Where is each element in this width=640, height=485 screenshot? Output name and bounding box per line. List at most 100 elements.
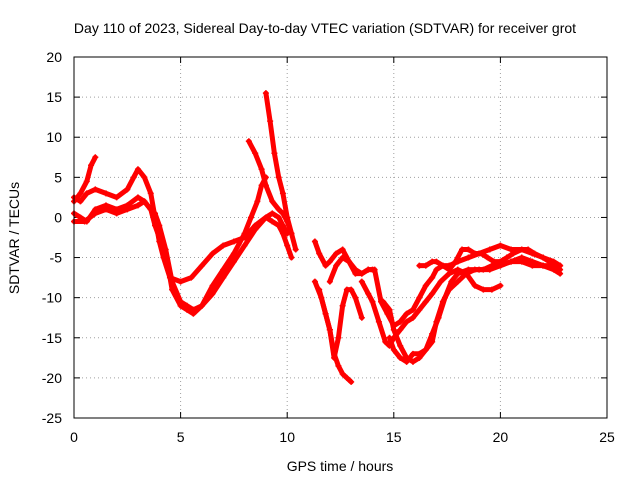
x-tick-label: 0 (70, 429, 78, 445)
data-point (358, 314, 365, 321)
data-point (311, 238, 318, 245)
data-point (81, 218, 88, 225)
data-point (339, 246, 346, 253)
data-point (335, 362, 342, 369)
data-point (284, 214, 291, 221)
data-point (322, 262, 329, 269)
data-point (433, 318, 440, 325)
data-point (83, 190, 90, 197)
data-point (333, 262, 340, 269)
series-arc-1 (71, 154, 99, 205)
data-point (220, 242, 227, 249)
gridlines (74, 57, 607, 418)
data-point (241, 242, 248, 249)
data-point (198, 262, 205, 269)
series-line (71, 174, 269, 317)
data-point (488, 286, 495, 293)
y-tick-label: 10 (46, 129, 62, 145)
data-point (230, 258, 237, 265)
data-point (183, 306, 190, 313)
data-point (478, 250, 485, 257)
data-point (275, 214, 282, 221)
data-point (102, 206, 109, 213)
series-arc-9 (316, 286, 355, 385)
data-point (147, 206, 154, 213)
data-point (284, 242, 291, 249)
data-point (540, 254, 547, 261)
series-arc-11 (358, 266, 504, 349)
data-point (134, 166, 141, 173)
data-point (433, 266, 440, 273)
data-point (245, 138, 252, 145)
data-point (209, 282, 216, 289)
chart-title: Day 110 of 2023, Sidereal Day-to-day VTE… (74, 20, 576, 36)
x-tick-label: 20 (493, 429, 509, 445)
data-point (510, 250, 517, 257)
data-point (371, 266, 378, 273)
data-point (365, 290, 372, 297)
data-point (83, 178, 90, 185)
data-point (124, 186, 131, 193)
data-point (531, 250, 538, 257)
data-point (316, 250, 323, 257)
data-point (348, 378, 355, 385)
data-point (331, 350, 338, 357)
data-point (124, 206, 131, 213)
data-point (188, 274, 195, 281)
data-point (156, 234, 163, 241)
series-arc-14 (416, 246, 564, 273)
data-point (262, 214, 269, 221)
data-point (480, 286, 487, 293)
data-point (380, 298, 387, 305)
data-point (326, 278, 333, 285)
data-point (390, 346, 397, 353)
data-point (422, 346, 429, 353)
data-point (102, 190, 109, 197)
data-point (508, 258, 515, 265)
data-point (241, 230, 248, 237)
x-tick-label: 10 (279, 429, 295, 445)
data-point (348, 286, 355, 293)
data-point (422, 262, 429, 269)
data-point (275, 174, 282, 181)
data-point (397, 326, 404, 333)
data-point (397, 354, 404, 361)
data-point (326, 326, 333, 333)
data-point (326, 258, 333, 265)
data-point (258, 166, 265, 173)
data-point (416, 294, 423, 301)
data-point (190, 310, 197, 317)
data-point (262, 182, 269, 189)
data-point (429, 290, 436, 297)
data-point (339, 254, 346, 261)
y-tick-label: -10 (42, 290, 62, 306)
data-point (335, 334, 342, 341)
data-point (459, 246, 466, 253)
y-tick-label: -5 (50, 250, 63, 266)
data-point (382, 338, 389, 345)
series-line (71, 194, 290, 313)
data-point (397, 318, 404, 325)
y-tick-label: -20 (42, 370, 62, 386)
y-tick-label: 20 (46, 49, 62, 65)
data-point (480, 266, 487, 273)
y-tick-label: -25 (42, 410, 62, 426)
data-point (365, 266, 372, 273)
data-point (247, 214, 254, 221)
data-point (152, 222, 159, 229)
data-point (409, 358, 416, 365)
data-point (471, 282, 478, 289)
data-point (471, 250, 478, 257)
data-point (113, 210, 120, 217)
data-point (275, 206, 282, 213)
data-point (416, 262, 423, 269)
data-point (358, 278, 365, 285)
data-point (134, 202, 141, 209)
data-point (491, 258, 498, 265)
data-point (279, 190, 286, 197)
data-point (465, 254, 472, 261)
data-point (497, 258, 504, 265)
data-point (525, 246, 532, 253)
data-point (339, 370, 346, 377)
data-point (269, 198, 276, 205)
